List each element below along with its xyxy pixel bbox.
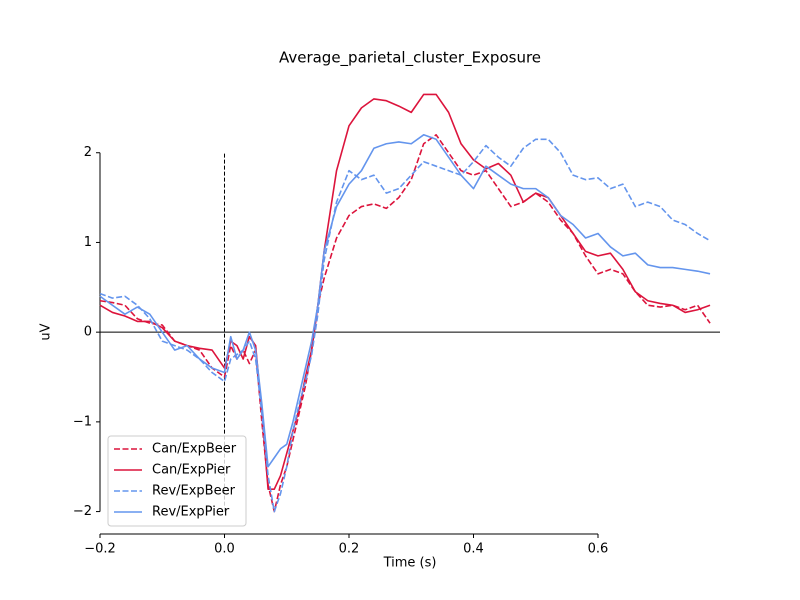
data-line — [99, 134, 711, 513]
legend-box — [107, 435, 247, 527]
legend: Can/ExpBeer Can/ExpPier Rev/ExpBeer Rev/Exp… — [107, 435, 247, 527]
y-tick-label: 2 — [84, 145, 92, 160]
data-line — [99, 134, 711, 468]
y-tick-label: −2 — [73, 504, 92, 519]
legend-label: Can/ExpBeer — [152, 442, 237, 457]
x-tick-label: 0.6 — [588, 542, 609, 557]
legend-label: Rev/ExpPier — [152, 505, 230, 520]
data-line — [99, 138, 711, 513]
y-tick-label: 0 — [84, 325, 92, 340]
data-line — [99, 93, 711, 490]
legend-label: Can/ExpPier — [152, 463, 231, 478]
y-tick-label: −1 — [73, 414, 92, 429]
x-tick-label: −0.2 — [84, 542, 116, 557]
x-tick-label: 0.0 — [214, 542, 235, 557]
y-tick-label: 1 — [84, 235, 92, 250]
chart-title: Average_parietal_cluster_Exposure — [279, 49, 541, 68]
y-axis-label: uV — [39, 323, 54, 340]
x-axis-label: Time (s) — [383, 556, 437, 571]
legend-label: Rev/ExpBeer — [152, 484, 236, 499]
x-tick-label: 0.4 — [463, 542, 484, 557]
x-tick-label: 0.2 — [339, 542, 360, 557]
